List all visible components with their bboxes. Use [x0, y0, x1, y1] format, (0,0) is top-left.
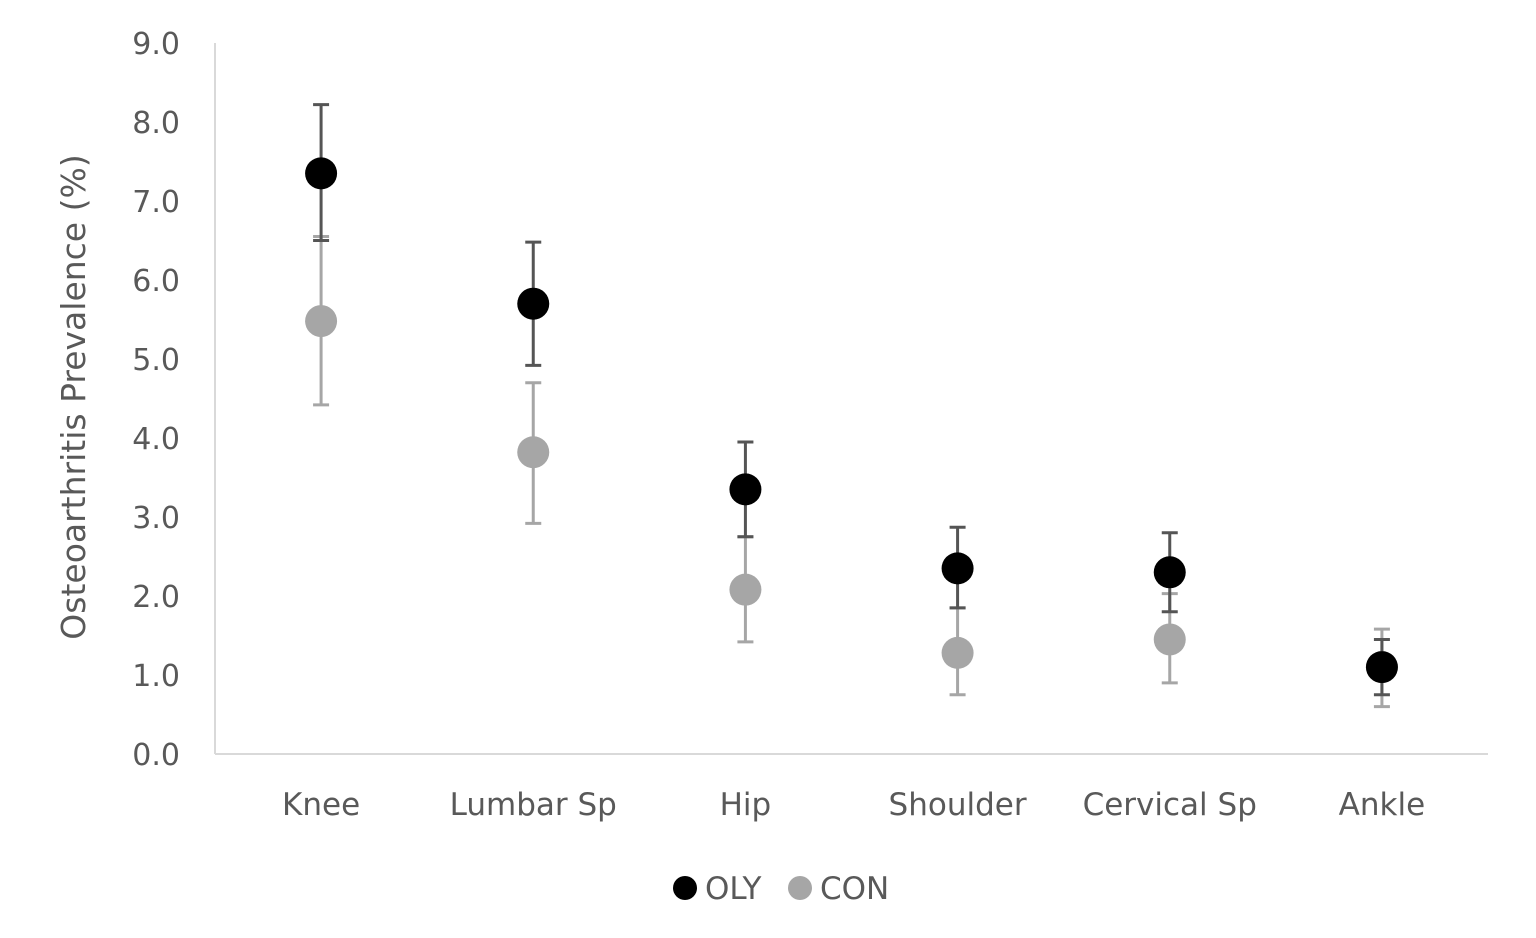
y-tick-label: 5.0	[132, 343, 180, 378]
data-point-con	[305, 305, 338, 338]
x-category-label: Cervical Sp	[1083, 787, 1257, 823]
data-point-oly	[1365, 651, 1398, 684]
data-point-oly	[941, 552, 974, 585]
y-tick-label: 2.0	[132, 580, 180, 615]
data-points	[305, 157, 1398, 684]
y-tick-label: 0.0	[132, 738, 180, 773]
legend-marker-oly	[673, 876, 697, 900]
y-tick-label: 1.0	[132, 659, 180, 694]
data-point-con	[729, 573, 762, 606]
data-point-con	[1153, 623, 1186, 656]
y-axis-title: Osteoarthritis Prevalence (%)	[54, 154, 93, 639]
data-point-oly	[1153, 556, 1186, 589]
error-bars	[313, 103, 1390, 709]
axes	[214, 43, 1488, 755]
y-tick-label: 3.0	[132, 501, 180, 536]
data-point-con	[941, 636, 974, 669]
x-category-label: Ankle	[1339, 787, 1426, 823]
data-point-oly	[305, 157, 338, 190]
legend-label-oly: OLY	[705, 871, 762, 907]
legend: OLY CON	[673, 871, 889, 907]
data-point-oly	[517, 287, 550, 320]
y-tick-label: 6.0	[132, 264, 180, 299]
x-category-label: Lumbar Sp	[450, 787, 617, 823]
x-category-labels: Knee Lumbar Sp Hip Shoulder Cervical Sp Ankle	[282, 787, 1425, 823]
data-point-con	[517, 436, 550, 469]
x-category-label: Hip	[720, 787, 772, 823]
y-tick-labels: 0.0 1.0 2.0 3.0 4.0 5.0 6.0 7.0 8.0 9.0	[132, 27, 180, 773]
data-point-oly	[729, 473, 762, 506]
legend-marker-con	[788, 876, 812, 900]
x-category-label: Shoulder	[889, 787, 1027, 823]
y-tick-label: 9.0	[132, 27, 180, 62]
y-tick-label: 4.0	[132, 422, 180, 457]
legend-label-con: CON	[820, 871, 889, 907]
y-tick-label: 8.0	[132, 106, 180, 141]
x-category-label: Knee	[282, 787, 360, 823]
y-tick-label: 7.0	[132, 185, 180, 220]
